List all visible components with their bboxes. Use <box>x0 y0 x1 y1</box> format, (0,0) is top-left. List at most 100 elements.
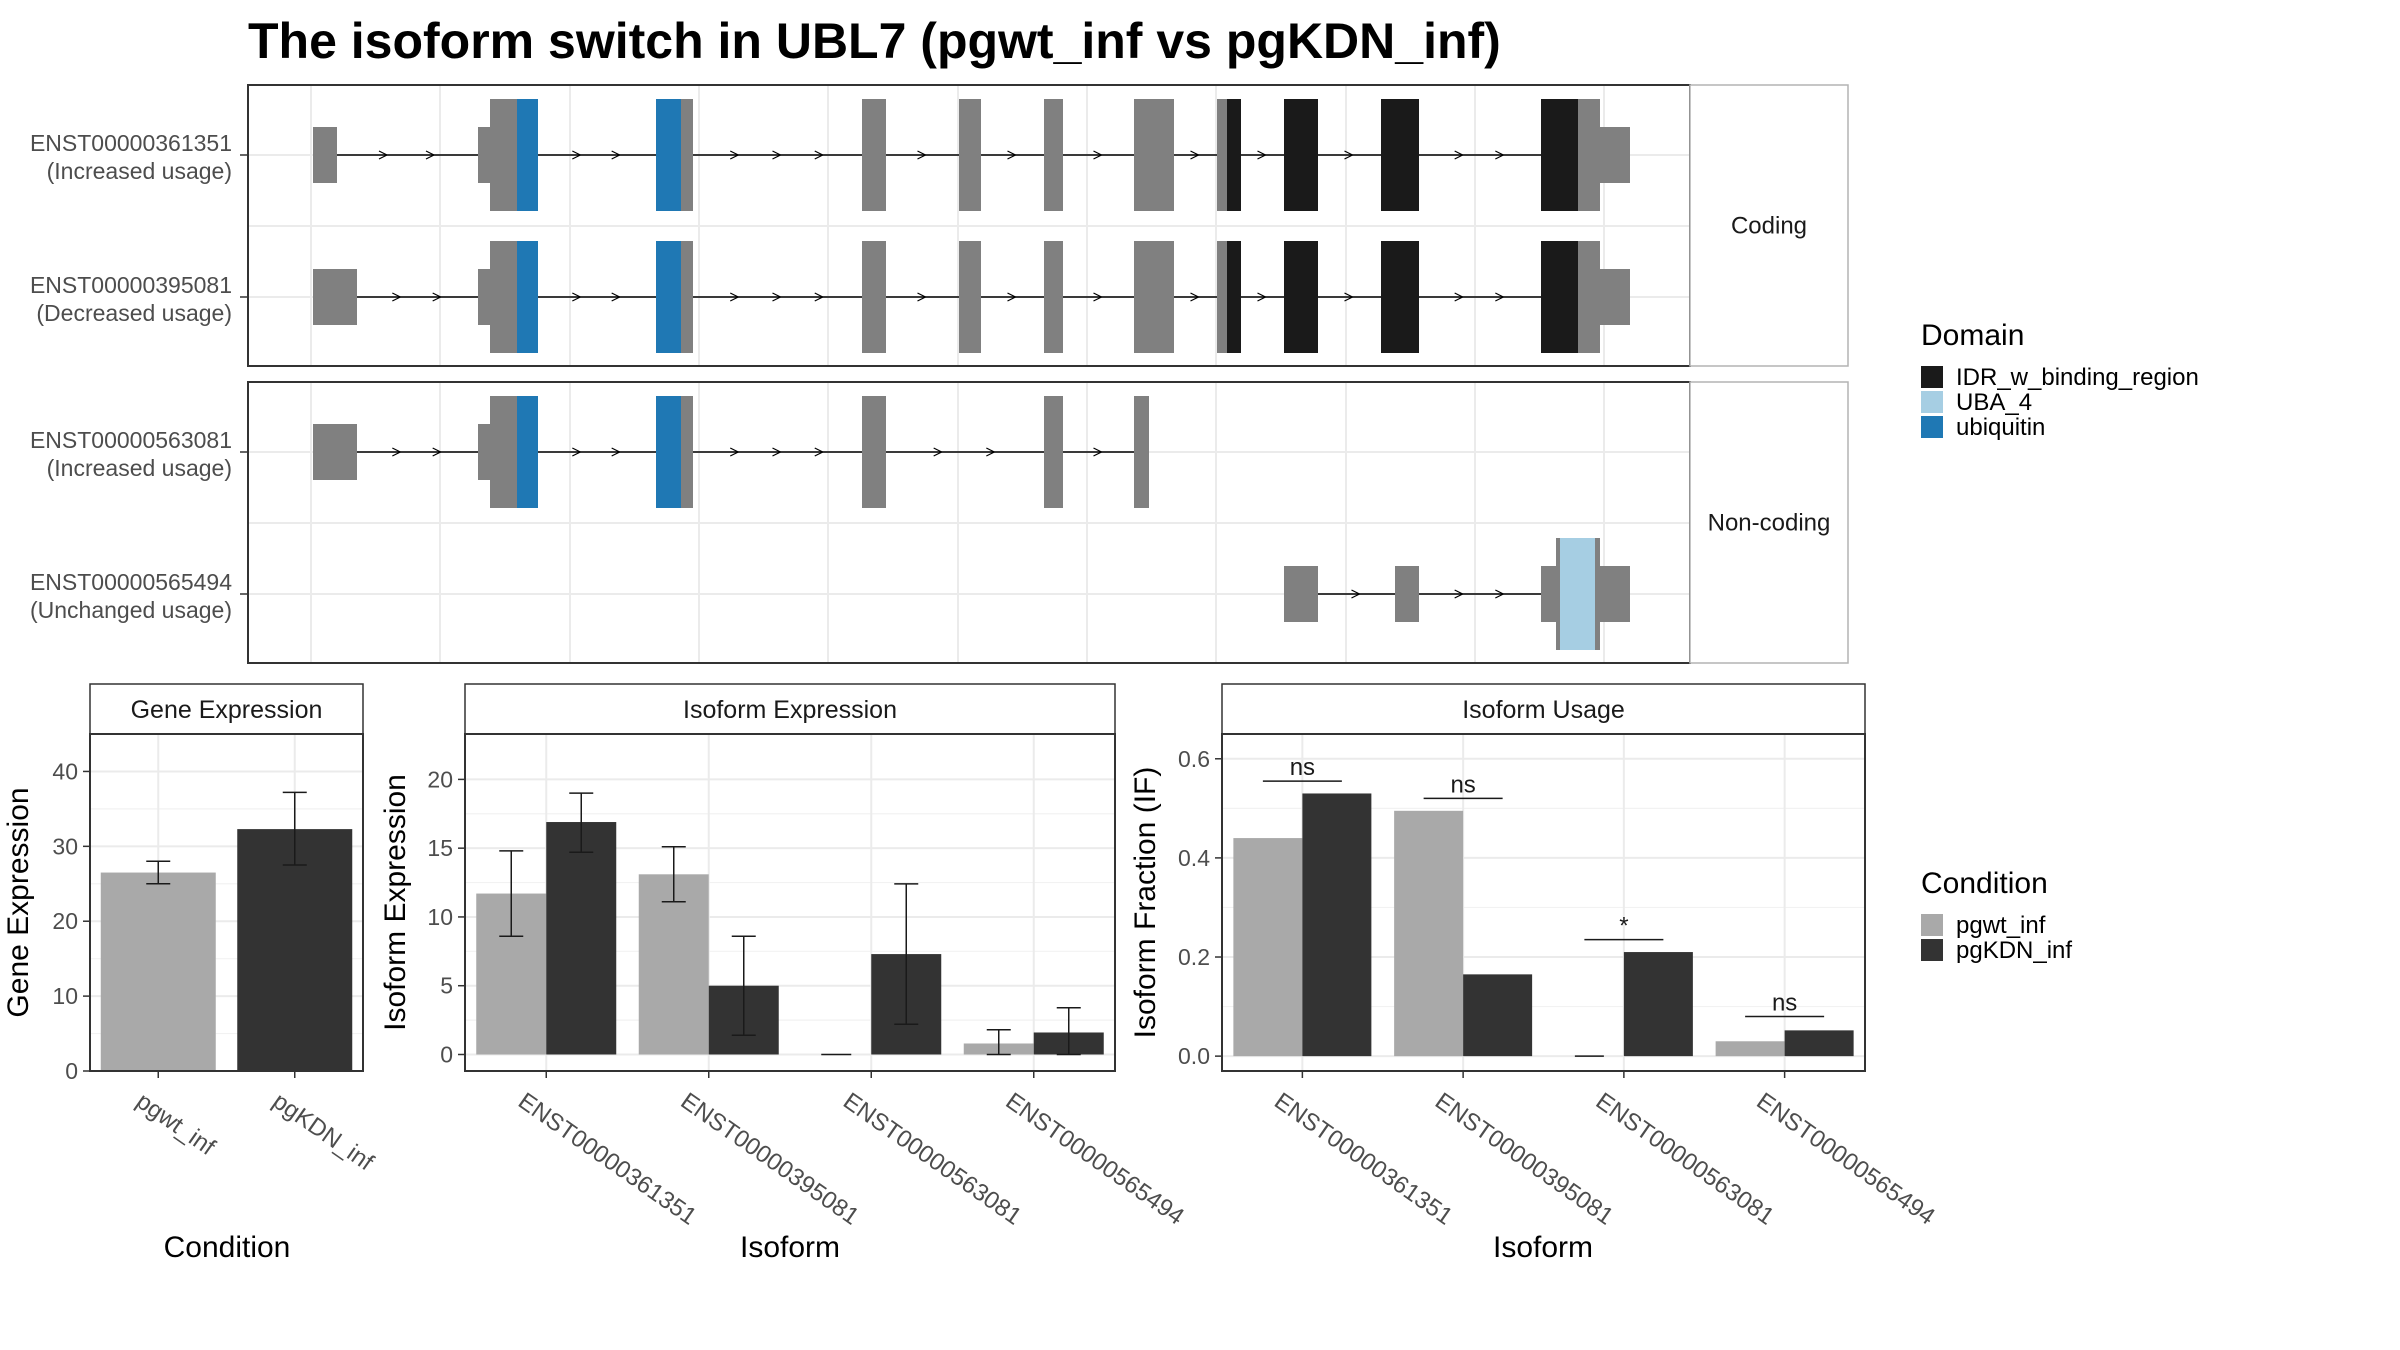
intron-arrow <box>1344 292 1354 302</box>
legend-key <box>1921 914 1943 936</box>
exon <box>517 99 538 211</box>
exon <box>1381 241 1419 353</box>
exon <box>862 396 886 508</box>
exon <box>1227 99 1241 211</box>
exon <box>1600 566 1630 622</box>
chart-gene-expression: Gene Expression 0 10 20 30 40 pgwt_inf pgKDN_in… <box>2 683 379 1264</box>
exon <box>1284 99 1318 211</box>
intron-arrow <box>772 292 782 302</box>
exon <box>478 424 490 480</box>
intron-arrow <box>572 150 582 160</box>
isoform-usage-label: (Decreased usage) <box>36 300 232 326</box>
facet-coding: ENST00000361351(Increased usage)ENST0000… <box>30 84 1849 367</box>
x-axis-label: Isoform <box>1493 1231 1593 1264</box>
intron-arrow <box>1190 292 1200 302</box>
exon <box>656 99 681 211</box>
bar <box>100 872 216 1071</box>
x-axis-label: Condition <box>164 1231 291 1264</box>
legends: Domain IDR_w_binding_regionUBA_4ubiquitin… <box>1921 319 2199 964</box>
exon <box>517 396 538 508</box>
x-tick-label: ENST00000395081 <box>676 1088 864 1231</box>
isoform-usage-label: (Increased usage) <box>47 455 232 481</box>
y-tick-label: 15 <box>427 835 453 861</box>
x-tick-label: pgKDN_inf <box>268 1088 379 1177</box>
isoform-id-label: ENST00000565494 <box>30 569 232 595</box>
legend-label: UBA_4 <box>1956 389 2032 416</box>
isoform-structure-panel: ENST00000361351(Increased usage) ENST0000… <box>30 84 1849 664</box>
exon <box>490 396 517 508</box>
x-tick-label: ENST00000361351 <box>1269 1088 1457 1231</box>
facet-strip-label: Non-coding <box>1708 510 1831 537</box>
exon <box>1595 538 1600 650</box>
intron-arrow <box>1007 150 1017 160</box>
y-tick-label: 40 <box>52 758 78 784</box>
exon <box>1044 241 1063 353</box>
y-tick-label: 0 <box>65 1058 78 1084</box>
facet-non-coding: ENST00000563081(Increased usage)ENST0000… <box>30 381 1849 664</box>
exon <box>313 127 337 183</box>
intron-arrow <box>1007 292 1017 302</box>
intron-arrow <box>1257 292 1267 302</box>
isoform-track: ENST00000361351(Increased usage) <box>30 99 1630 211</box>
exon <box>959 241 981 353</box>
legend-key <box>1921 366 1943 388</box>
intron-arrow <box>1495 292 1505 302</box>
x-tick-label: ENST00000565494 <box>1001 1088 1189 1231</box>
y-tick-label: 30 <box>52 833 78 859</box>
exon <box>478 269 490 325</box>
intron-arrow <box>814 292 825 302</box>
y-tick-label: 0.4 <box>1178 845 1210 871</box>
y-tick-label: 10 <box>427 904 453 930</box>
bar <box>1394 810 1464 1057</box>
exon <box>1044 396 1063 508</box>
chart-isoform-expression: Isoform Expression 0 5 10 15 20 ENST0000036135… <box>379 683 1189 1264</box>
exon <box>681 241 693 353</box>
chart-title: Isoform Expression <box>683 696 897 724</box>
legend-key <box>1921 939 1943 961</box>
bar <box>1463 974 1533 1057</box>
intron-arrow <box>611 447 622 457</box>
plot-border <box>1221 733 1866 1072</box>
exon <box>1134 99 1174 211</box>
intron-arrow <box>432 292 443 302</box>
significance-label: ns <box>1450 771 1475 798</box>
x-tick-label: ENST00000563081 <box>838 1088 1026 1231</box>
chart-strip <box>1221 683 1866 735</box>
exon <box>1600 269 1630 325</box>
x-tick-label: ENST00000563081 <box>1591 1088 1779 1231</box>
bar <box>546 822 617 1055</box>
legend-label: ubiquitin <box>1956 414 2045 441</box>
isoform-id-label: ENST00000563081 <box>30 427 232 453</box>
exon <box>1556 538 1560 650</box>
exon <box>1578 241 1600 353</box>
legend-key <box>1921 391 1943 413</box>
figure-title: The isoform switch in UBL7 (pgwt_inf vs … <box>248 13 1501 69</box>
exon <box>681 396 693 508</box>
intron-arrow <box>1495 150 1505 160</box>
isoform-usage-label: (Unchanged usage) <box>30 597 232 623</box>
exon <box>1284 566 1318 622</box>
x-tick-label: ENST00000361351 <box>513 1088 701 1231</box>
x-tick-label: ENST00000395081 <box>1430 1088 1618 1231</box>
intron-arrow <box>1454 292 1465 302</box>
y-axis-label: Gene Expression <box>2 787 35 1017</box>
intron-arrow <box>1454 589 1465 599</box>
exon <box>490 241 517 353</box>
x-axis-label: Isoform <box>740 1231 840 1264</box>
isoform-usage-label: (Increased usage) <box>47 158 232 184</box>
exon <box>656 396 681 508</box>
chart-title: Isoform Usage <box>1462 696 1625 724</box>
exon <box>1044 99 1063 211</box>
chart-title: Gene Expression <box>131 696 323 724</box>
intron-arrow <box>392 292 402 302</box>
exon <box>656 241 681 353</box>
intron-arrow <box>1495 589 1505 599</box>
exon <box>1541 241 1578 353</box>
isoform-track: ENST00000563081(Increased usage) <box>30 396 1149 508</box>
facet-strip-label: Coding <box>1731 213 1807 240</box>
bar <box>638 874 709 1055</box>
legend-title: Condition <box>1921 867 2048 900</box>
intron-arrow <box>425 150 436 160</box>
y-tick-label: 0.6 <box>1178 746 1210 772</box>
